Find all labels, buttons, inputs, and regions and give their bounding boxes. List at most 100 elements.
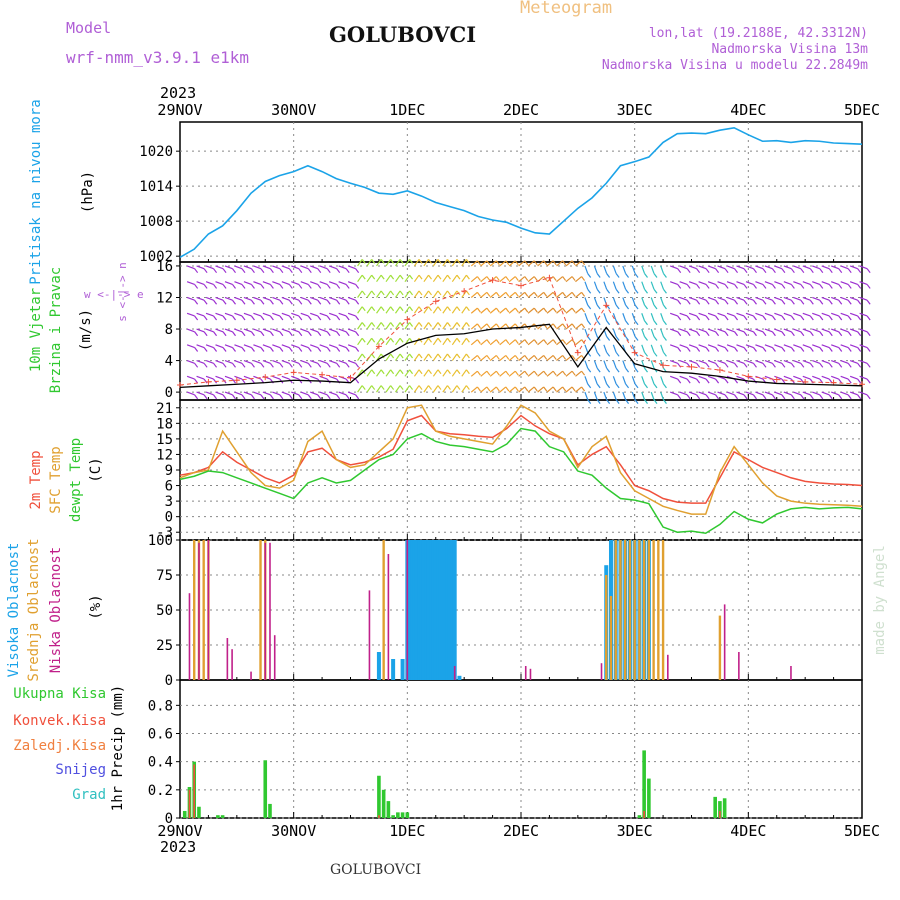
wind-barb-flag xyxy=(250,315,255,321)
wind-barb xyxy=(698,312,707,317)
wind-barb-flag xyxy=(753,284,757,289)
wind-barb-flag xyxy=(790,315,795,321)
wind-barb-flag xyxy=(232,315,236,321)
wind-barb xyxy=(347,281,356,286)
wind-barb xyxy=(404,369,411,377)
wind-barb xyxy=(328,360,337,364)
wind-barb-flag xyxy=(232,284,236,289)
cloud-high-bar xyxy=(457,675,462,680)
wind-barb xyxy=(755,344,764,349)
wind-barb xyxy=(518,339,526,346)
wind-barb xyxy=(508,291,516,298)
wind-barb xyxy=(537,370,545,377)
wind-barb xyxy=(556,276,564,283)
wind-barb-flag xyxy=(705,378,710,384)
wind-barb xyxy=(556,323,564,330)
wind-barb xyxy=(243,328,252,333)
wind-barb-flag xyxy=(269,284,274,289)
wind-barb xyxy=(707,296,716,301)
wind-barb-flag xyxy=(336,394,341,400)
model-label: Model xyxy=(66,19,112,37)
wind-barb-flag xyxy=(596,273,601,278)
wind-barb-flag xyxy=(838,394,843,400)
wind-barb xyxy=(736,375,745,380)
wind-barb xyxy=(291,391,300,396)
wind-barb-flag xyxy=(838,284,843,289)
wind-barb xyxy=(537,386,545,393)
cloud-mid-bar xyxy=(193,540,196,680)
wind-barb-flag xyxy=(380,306,385,312)
wind-barb-flag xyxy=(307,284,312,289)
wind-barb-flag xyxy=(437,306,442,312)
wind-barb-flag xyxy=(288,394,293,400)
wind-barb xyxy=(565,260,573,267)
wind-barb-flag xyxy=(819,331,824,337)
wind-barb xyxy=(432,306,439,314)
wind-barb-flag xyxy=(653,288,658,294)
wind-barb xyxy=(300,312,309,317)
wind-gust-marker xyxy=(489,277,496,284)
wind-barb xyxy=(707,312,716,317)
wind-barb-flag xyxy=(456,353,461,359)
wind-barb-flag xyxy=(250,378,255,384)
wind-barb-flag xyxy=(696,394,701,400)
wind-barb xyxy=(281,265,290,270)
wind-barb xyxy=(565,291,573,298)
wind-barb-flag xyxy=(232,268,236,274)
wind-barb xyxy=(196,281,205,286)
wind-barb xyxy=(376,290,382,298)
wind-barb xyxy=(736,328,745,333)
wind-barb-flag xyxy=(790,347,795,352)
wind-barb-flag xyxy=(409,369,414,375)
wind-barb-flag xyxy=(847,331,852,337)
y-tick-label: 0.8 xyxy=(148,698,173,714)
wind-barb xyxy=(281,312,290,317)
wind-barb-flag xyxy=(587,273,592,278)
wind-barb-flag xyxy=(279,362,284,368)
wind-barb-flag xyxy=(336,299,341,305)
wind-barb xyxy=(338,265,347,270)
wind-barb-flag xyxy=(634,336,639,341)
wind-barb xyxy=(755,360,764,364)
cloud-mid-bar xyxy=(605,575,608,680)
wind-barb-flag xyxy=(336,362,341,368)
wind-barb xyxy=(726,360,735,364)
wind-barb-flag xyxy=(743,347,748,352)
wind-barb xyxy=(385,306,392,314)
wind-barb-flag xyxy=(809,315,814,321)
wind-barb xyxy=(451,337,458,346)
wind-barb xyxy=(281,375,290,380)
cloud-high-bar xyxy=(447,540,452,680)
wind-barb-flag xyxy=(241,284,246,289)
wind-barb-flag xyxy=(866,268,871,274)
wind-barb-flag xyxy=(552,355,557,360)
wind-barb-flag xyxy=(581,370,586,376)
wind-barb xyxy=(565,307,573,314)
wind-barb xyxy=(253,265,262,270)
wind-barb-flag xyxy=(298,362,303,368)
wind-barb-flag xyxy=(866,378,871,384)
wind-barb-flag xyxy=(606,336,611,341)
wind-barb-flag xyxy=(317,268,322,274)
wind-barb-flag xyxy=(771,394,776,400)
wind-barb xyxy=(669,344,678,349)
wind-barb xyxy=(698,360,707,364)
wind-barb xyxy=(432,259,439,267)
wind-barb xyxy=(593,313,598,321)
wind-barb-flag xyxy=(781,362,786,368)
wind-barb-flag xyxy=(762,284,767,289)
y-tick-label: 9 xyxy=(165,463,173,479)
wind-barb-flag xyxy=(279,315,284,321)
wind-barb-flag xyxy=(715,315,720,321)
wind-barb-flag xyxy=(662,399,667,404)
wind-barb xyxy=(262,296,271,301)
wind-barb-flag xyxy=(606,351,611,357)
wind-barb-flag xyxy=(686,347,691,352)
wind-barb xyxy=(461,353,467,361)
x-tick-label-top: 3DEC xyxy=(617,101,653,119)
wind-barb xyxy=(385,322,392,330)
cloud-mid-bar xyxy=(382,540,385,680)
wind-barb-flag xyxy=(409,274,414,280)
wind-barb xyxy=(224,375,233,380)
precip-convective-bar xyxy=(719,810,721,818)
